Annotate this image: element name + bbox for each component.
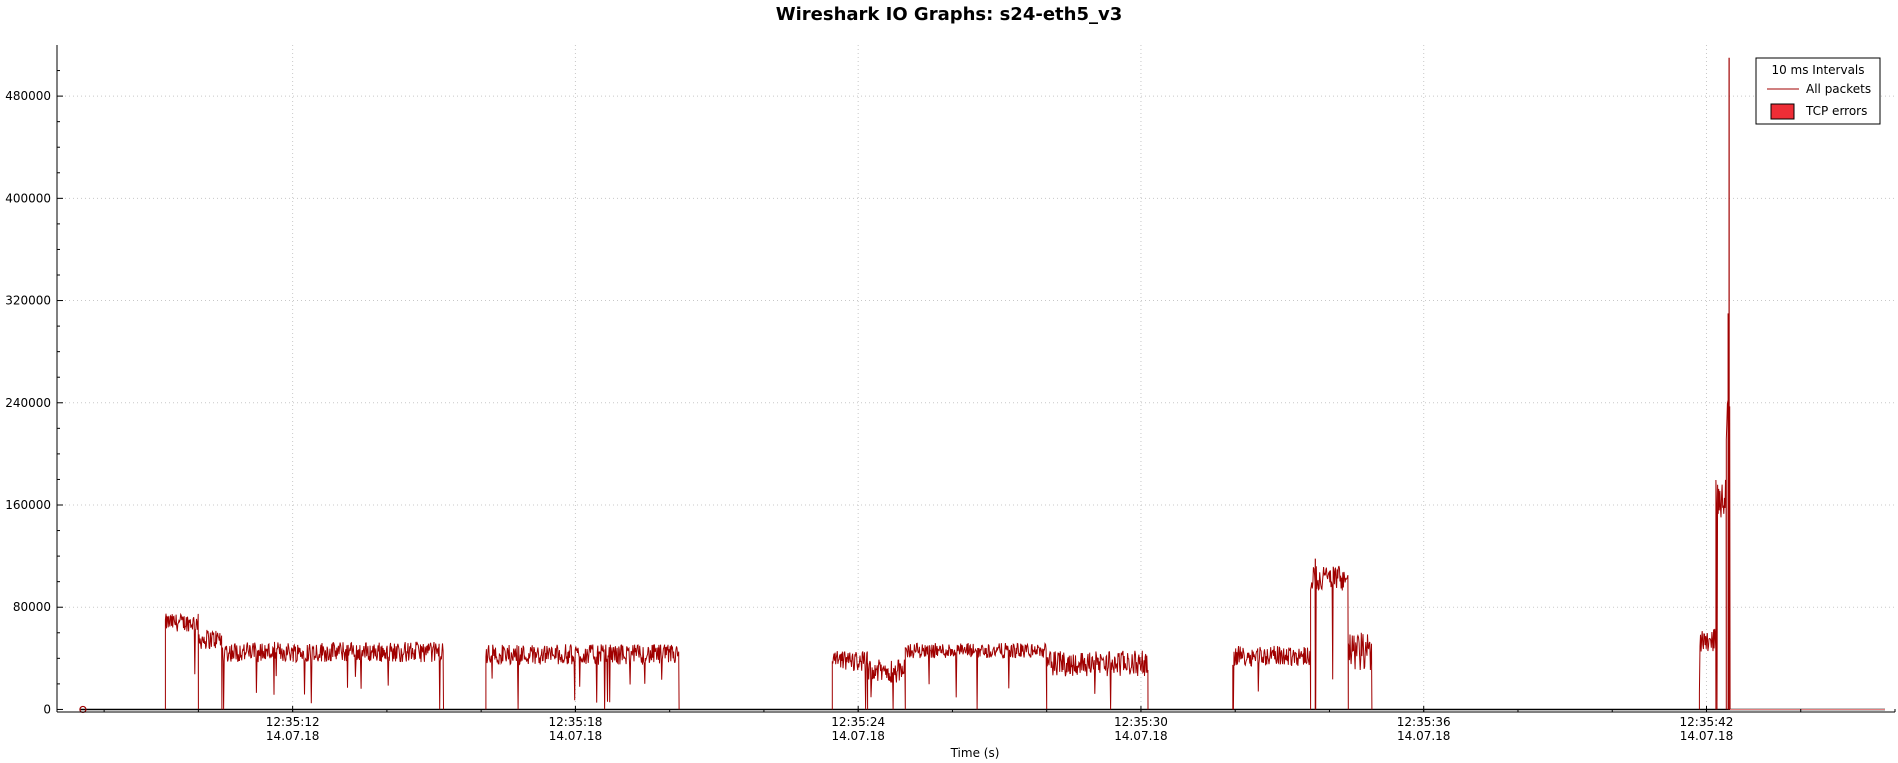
legend-swatch-tcp-errors (1770, 103, 1795, 120)
x-tick-date-label: 14.07.18 (266, 729, 319, 743)
y-tick-label: 80000 (13, 600, 51, 614)
x-tick-time-label: 12:35:24 (831, 715, 885, 729)
x-tick-date-label: 14.07.18 (549, 729, 602, 743)
y-tick-label: 400000 (5, 191, 51, 205)
data-series (79, 57, 1885, 714)
legend-label-tcp-errors: TCP errors (1805, 104, 1867, 118)
y-tick-label: 160000 (5, 498, 51, 512)
x-tick-time-label: 12:35:42 (1680, 715, 1734, 729)
x-tick-date-label: 14.07.18 (1114, 729, 1167, 743)
y-tick-label: 480000 (5, 89, 51, 103)
x-tick-time-label: 12:35:18 (548, 715, 602, 729)
legend-label-all-packets: All packets (1806, 82, 1871, 96)
y-tick-label: 240000 (5, 396, 51, 410)
series-all-packets-line (164, 400, 1731, 710)
x-tick-time-label: 12:35:12 (266, 715, 320, 729)
x-tick-date-label: 14.07.18 (831, 729, 884, 743)
grid-lines (57, 45, 1895, 712)
x-tick-date-label: 14.07.18 (1397, 729, 1450, 743)
x-tick-date-label: 14.07.18 (1680, 729, 1733, 743)
legend: 10 ms Intervals All packets TCP errors (1755, 57, 1881, 125)
legend-title: 10 ms Intervals (1771, 63, 1864, 77)
axes: 0 80000 160000 240000 320000 400000 480000 12:3… (5, 45, 1896, 743)
x-axis-label: Time (s) (950, 746, 1000, 760)
y-tick-label: 0 (43, 702, 51, 716)
y-tick-label: 320000 (5, 294, 51, 308)
x-tick-time-label: 12:35:36 (1397, 715, 1451, 729)
x-tick-time-label: 12:35:30 (1114, 715, 1168, 729)
chart-title: Wireshark IO Graphs: s24-eth5_v3 (775, 4, 1123, 25)
